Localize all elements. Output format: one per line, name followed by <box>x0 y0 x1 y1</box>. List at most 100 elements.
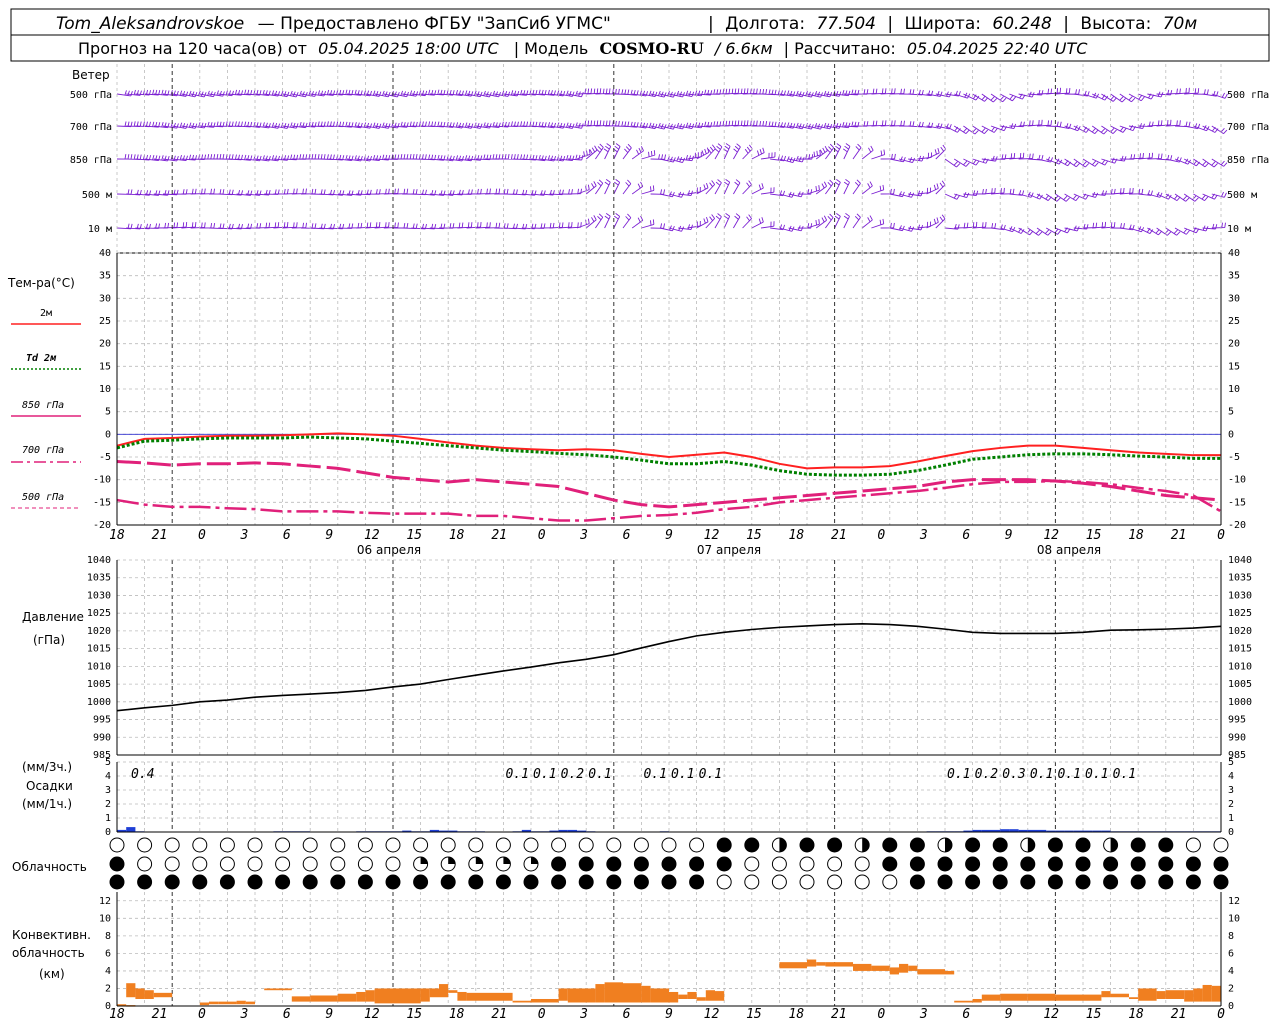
wind-barb-feather <box>204 123 207 129</box>
wind-barb-feather <box>813 151 816 157</box>
wind-barb-feather <box>474 122 477 128</box>
wind-barb-shaft <box>999 93 1013 102</box>
conv-bar <box>1211 985 1221 1002</box>
wind-barb-feather <box>329 121 332 127</box>
wind-barb-feather <box>615 120 617 126</box>
wind-barb-feather <box>283 222 286 228</box>
wind-barb-feather <box>704 148 707 154</box>
cloud-icon-fill <box>945 838 952 852</box>
wind-barb-feather <box>1086 224 1089 230</box>
wind-barb-feather <box>855 146 860 151</box>
wind-barb-feather <box>568 222 570 228</box>
wind-barb-feather <box>621 89 624 95</box>
wind-barb-shaft <box>1055 193 1067 202</box>
precip-bar <box>117 829 127 832</box>
wind-barb-shaft <box>944 125 958 133</box>
wind-barb-feather <box>697 90 701 96</box>
cloud-icon <box>551 874 567 890</box>
temp-ytick-left: 0 <box>105 429 111 440</box>
wind-barb-shaft <box>558 93 573 97</box>
temp-ytick-left: 35 <box>99 271 111 282</box>
wind-barb-shaft <box>1156 124 1171 127</box>
wind-barb-feather <box>552 222 555 228</box>
wind-barb-feather <box>495 91 499 97</box>
wind-barb-feather <box>991 223 994 229</box>
wind-barb-feather <box>305 92 308 97</box>
cloud-icon-circle <box>1213 874 1229 890</box>
wind-barb-feather <box>765 120 768 127</box>
wind-barb-feather <box>461 222 464 228</box>
calc-time: 05.04.2025 22:40 UTC <box>907 39 1088 58</box>
wind-barb-shaft <box>1110 192 1124 195</box>
wind-barb-feather <box>1128 96 1133 101</box>
wind-barb-shaft <box>135 93 150 96</box>
wind-barb-feather <box>326 154 329 160</box>
wind-barb-shaft <box>116 93 131 97</box>
wind-barb-feather <box>761 183 764 189</box>
wind-barb-feather <box>176 222 179 228</box>
temp-series-line <box>116 460 1222 509</box>
wind-barb-shaft <box>595 124 610 127</box>
wind-barb-feather <box>467 189 470 195</box>
wind-barb-feather <box>884 120 887 126</box>
wind-barb-shaft <box>797 125 812 130</box>
cloud-icon <box>302 837 318 853</box>
wind-barb-shaft <box>374 226 389 229</box>
wind-barb-shaft <box>356 125 371 129</box>
wind-barb-feather <box>314 154 317 160</box>
wind-barb-shaft <box>871 154 885 160</box>
wind-level-label-left: 850 гПа <box>70 155 112 166</box>
wind-barb-shaft <box>871 92 886 95</box>
wind-barb-shaft <box>356 193 371 196</box>
wind-barb-feather <box>789 122 793 128</box>
wind-barb-feather <box>900 88 902 94</box>
conv-bar <box>558 988 568 1001</box>
cloud-icon <box>164 856 180 872</box>
wind-barb-shaft <box>954 93 968 99</box>
wind-barb-feather <box>406 154 409 160</box>
wind-barb-feather <box>308 121 311 127</box>
wind-barb-feather <box>704 121 707 127</box>
wind-barb-feather <box>834 181 840 186</box>
cloud-icon <box>689 856 705 872</box>
wind-barb-shaft <box>1184 92 1199 95</box>
wind-barb-feather <box>835 145 840 150</box>
wind-barb-feather <box>1204 196 1209 201</box>
wind-barb-feather <box>993 128 998 133</box>
wind-level-label-right: 500 м <box>1227 190 1257 201</box>
wind-barb-shaft <box>576 189 590 195</box>
wind-barb-shaft <box>245 93 260 96</box>
precip-amount-label: 0.1 <box>947 767 970 782</box>
cloud-icon <box>1047 874 1063 890</box>
wind-barb-feather <box>848 90 851 96</box>
wind-barb-feather <box>403 223 406 229</box>
cloud-icon <box>661 837 677 853</box>
wind-barb-feather <box>1065 123 1069 129</box>
wind-barb-feather <box>728 88 731 94</box>
cloud-icon <box>164 874 180 890</box>
cloud-icon <box>992 856 1008 872</box>
wind-barb-shaft <box>402 93 417 97</box>
wind-barb-feather <box>581 155 584 161</box>
wind-barb-shaft <box>1018 193 1032 198</box>
wind-barb-shaft <box>254 125 269 129</box>
wind-barb-feather <box>714 148 720 153</box>
wind-barb-feather <box>814 90 818 96</box>
conv-bar <box>853 963 872 971</box>
cloud-icon-circle <box>1130 856 1146 872</box>
wind-barb-shaft <box>586 124 601 127</box>
wind-barb-feather <box>366 155 370 161</box>
wind-barb-feather <box>240 121 243 127</box>
wind-barb-feather <box>317 121 320 127</box>
cloud-icon <box>109 856 125 872</box>
wind-barb-shaft <box>328 158 343 161</box>
temp-ytick-right: 40 <box>1228 248 1240 259</box>
temp-hour-label: 18 <box>1128 528 1144 543</box>
wind-barb-feather <box>762 88 765 95</box>
wind-barb-feather <box>503 223 506 229</box>
wind-barb-feather <box>1029 153 1031 159</box>
wind-barb-feather <box>716 89 719 95</box>
wind-barb-feather <box>575 154 578 160</box>
wind-barb-feather <box>1194 88 1197 94</box>
temp-hour-label: 15 <box>746 528 762 543</box>
